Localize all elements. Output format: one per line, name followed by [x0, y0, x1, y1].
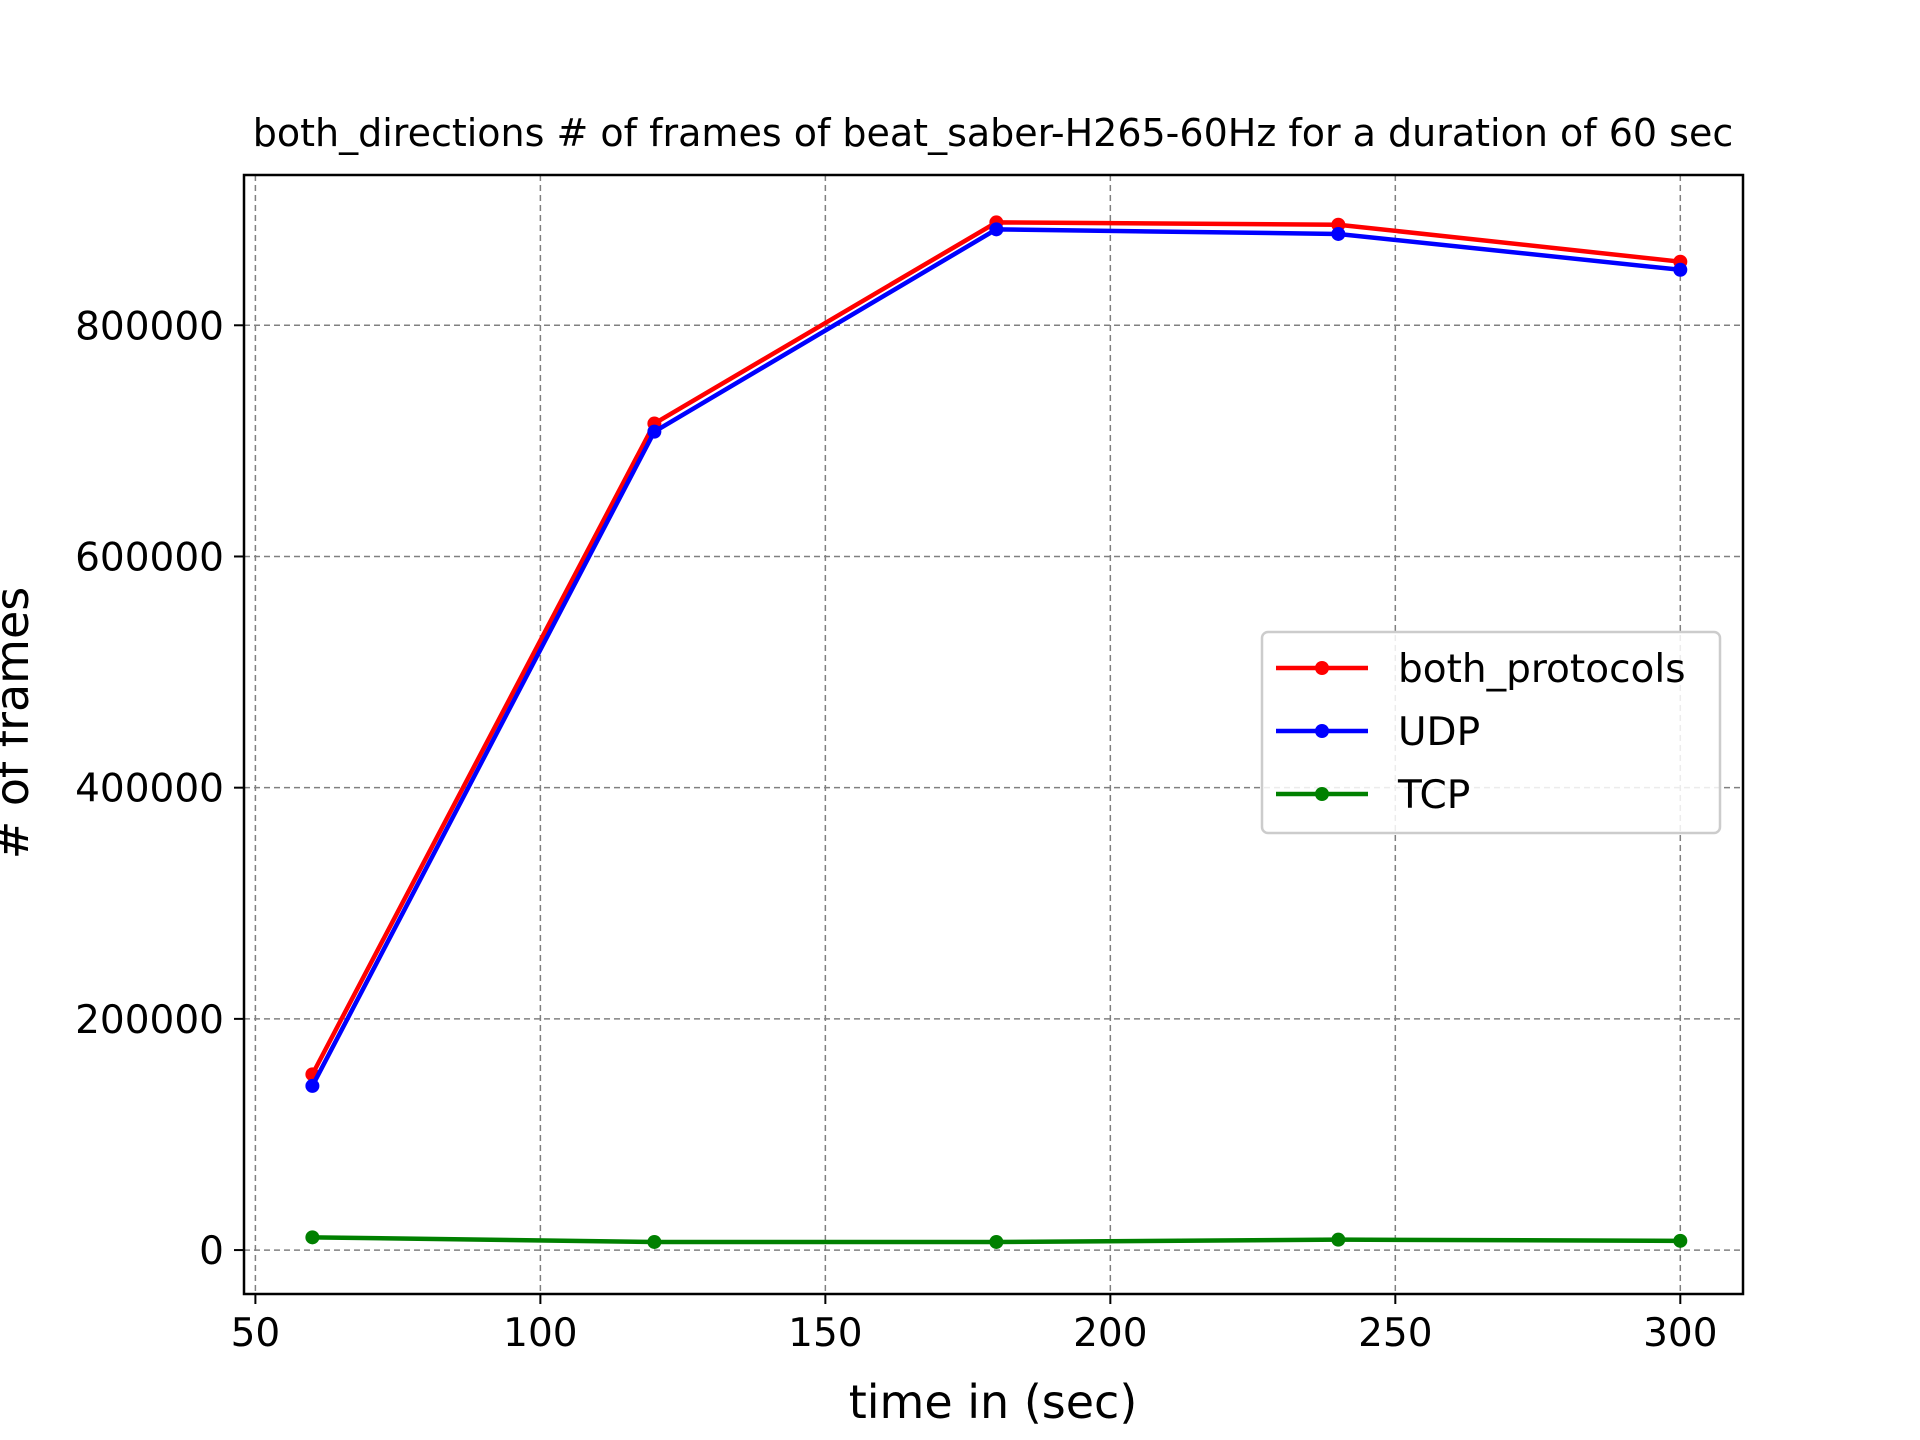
series-group — [305, 215, 1688, 1249]
data-point-udp — [647, 424, 662, 439]
y-tick-label: 400000 — [75, 767, 224, 812]
data-point-udp — [1331, 226, 1346, 241]
data-point-tcp — [305, 1230, 320, 1245]
data-point-tcp — [1673, 1233, 1688, 1248]
chart-title: both_directions # of frames of beat_sabe… — [253, 111, 1733, 155]
x-tick-label: 50 — [231, 1311, 281, 1356]
y-tick-label: 200000 — [75, 998, 224, 1043]
plot-frame — [242, 173, 1745, 1296]
x-tick-label: 250 — [1358, 1311, 1432, 1356]
legend-marker-udp — [1315, 724, 1329, 738]
legend-label-udp: UDP — [1398, 710, 1480, 755]
x-tick-label: 150 — [788, 1311, 862, 1356]
x-tick-label: 300 — [1643, 1311, 1717, 1356]
x-tick-label: 100 — [503, 1311, 577, 1356]
data-point-udp — [1673, 262, 1688, 277]
data-point-udp — [305, 1078, 320, 1093]
y-axis-ticks: 0 200000 400000 600000 800000 — [75, 304, 244, 1274]
legend: both_protocols UDP TCP — [1260, 630, 1722, 835]
data-point-tcp — [647, 1234, 662, 1249]
data-point-udp — [989, 222, 1004, 237]
y-tick-label: 800000 — [75, 304, 224, 349]
y-axis-label: # of frames — [0, 587, 39, 860]
legend-marker-tcp — [1315, 787, 1329, 801]
legend-label-both-protocols: both_protocols — [1398, 647, 1686, 692]
data-point-tcp — [989, 1234, 1004, 1249]
legend-label-tcp: TCP — [1397, 773, 1470, 818]
x-axis-label: time in (sec) — [849, 1375, 1138, 1429]
y-tick-label: 0 — [199, 1229, 224, 1274]
x-tick-label: 200 — [1073, 1311, 1147, 1356]
grid-lines — [244, 175, 1743, 1294]
y-tick-label: 600000 — [75, 535, 224, 580]
legend-box — [1260, 630, 1722, 835]
data-point-tcp — [1331, 1232, 1346, 1247]
x-axis-ticks: 50 100 150 200 250 300 — [231, 1294, 1718, 1356]
legend-marker-both-protocols — [1315, 661, 1329, 675]
